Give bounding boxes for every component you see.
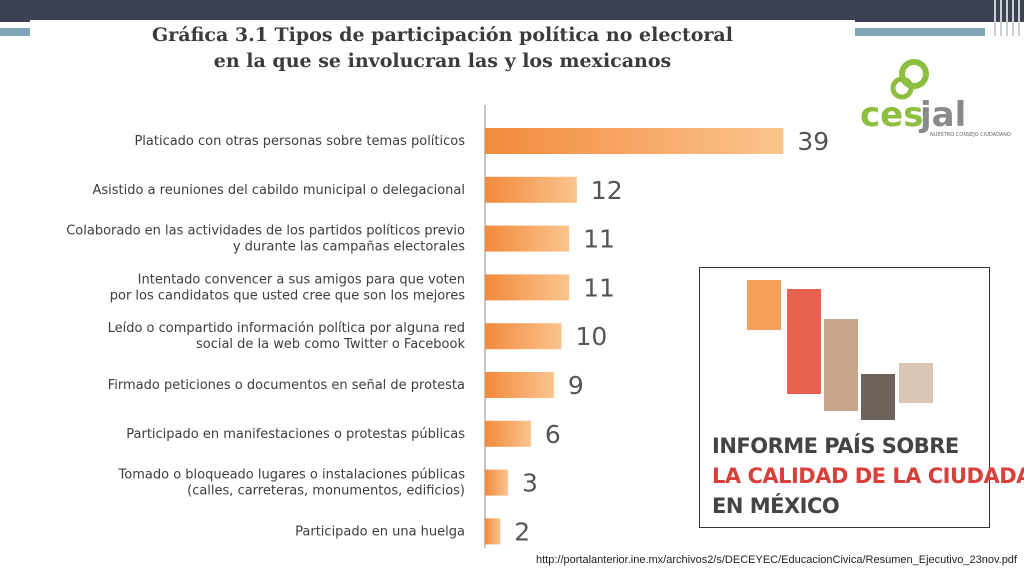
category-label-3-line-1: Colaborado en las actividades de los par… — [66, 224, 465, 239]
chart-title-line-1: Gráfica 3.1 Tipos de participación polít… — [152, 24, 733, 46]
logo-text-jal: jal — [918, 95, 966, 135]
report-title-line-2: LA CALIDAD DE LA CIUDADANÍA — [712, 464, 1024, 488]
category-label-8-line-2: (calles, carreteras, monumentos, edifici… — [187, 484, 465, 499]
bar-value-label-8: 3 — [522, 469, 538, 498]
logo-text-ces: ces — [860, 95, 923, 135]
bar-8 — [485, 469, 508, 496]
accent-stripe-right — [855, 28, 985, 36]
category-label-5-line-1: Leído o compartido información política … — [108, 321, 465, 336]
category-label-3-line-2: y durante las campañas electorales — [233, 240, 465, 255]
corner-decoration — [990, 0, 1024, 36]
category-label-1: Platicado con otras personas sobre temas… — [134, 134, 465, 149]
bar-value-label-5: 10 — [576, 322, 608, 351]
category-label-7: Participado en manifestaciones o protest… — [126, 427, 465, 442]
cesjal-logo: ces jal NUESTRO CONSEJO CIUDADANO — [858, 52, 1014, 142]
bar-value-label-6: 9 — [568, 371, 584, 400]
category-label-5-line-2: social de la web como Twitter o Facebook — [196, 337, 465, 352]
bar-2 — [485, 176, 577, 203]
category-label-6: Firmado peticiones o documentos en señal… — [108, 378, 465, 393]
bar-value-label-3: 11 — [583, 225, 615, 254]
bar-5 — [485, 323, 562, 350]
accent-stripe-left — [0, 28, 30, 36]
bar-value-label-1: 39 — [797, 127, 829, 156]
bar-value-label-7: 6 — [545, 420, 561, 449]
category-label-4-line-1: Intentado convencer a sus amigos para qu… — [138, 272, 465, 287]
report-title-line-3: EN MÉXICO — [712, 494, 840, 518]
report-cover-graphic — [747, 280, 933, 420]
report-title-line-1: INFORME PAÍS SOBRE — [712, 434, 959, 458]
bar-3 — [485, 225, 570, 252]
chart-title: Gráfica 3.1 Tipos de participación polít… — [30, 22, 855, 74]
source-url: http://portalanterior.ine.mx/archivos2/s… — [536, 554, 1017, 566]
category-label-9: Participado en una huelga — [295, 524, 465, 539]
bar-6 — [485, 372, 554, 398]
bar-value-label-2: 12 — [591, 176, 623, 205]
bar-value-label-4: 11 — [583, 273, 615, 302]
logo-tagline: NUESTRO CONSEJO CIUDADANO — [930, 132, 1011, 138]
bar-1 — [485, 128, 784, 154]
bar-4 — [485, 274, 570, 301]
report-cover: INFORME PAÍS SOBRE LA CALIDAD DE LA CIUD… — [699, 267, 1024, 528]
bar-7 — [485, 420, 531, 447]
bar-value-label-9: 2 — [514, 517, 530, 546]
top-bar — [0, 0, 1024, 22]
chart-title-line-2: en la que se involucran las y los mexica… — [213, 50, 672, 72]
category-label-4-line-2: por los candidatos que usted cree que so… — [110, 288, 465, 303]
category-label-2: Asistido a reuniones del cabildo municip… — [92, 183, 465, 198]
category-label-8-line-1: Tomado o bloqueado lugares o instalacion… — [118, 468, 466, 483]
bar-9 — [485, 518, 501, 545]
